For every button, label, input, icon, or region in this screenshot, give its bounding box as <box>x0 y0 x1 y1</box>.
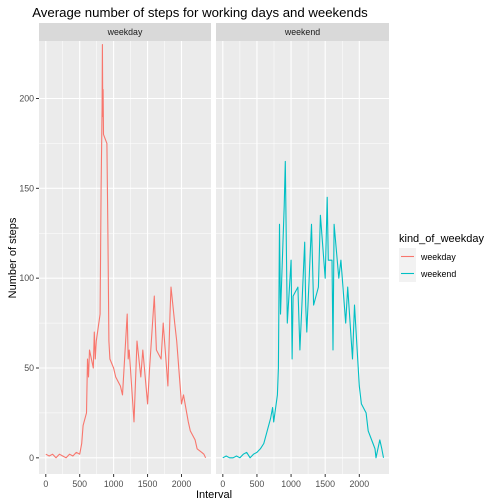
facet-weekday-series <box>45 44 207 459</box>
legend-items: weekday weekend <box>399 248 456 282</box>
facet-weekend-panel <box>216 41 389 474</box>
y-tick-label: 50 <box>24 363 34 373</box>
x-axis-weekend: 0 500 1000 1500 2000 <box>220 474 369 489</box>
y-axis-title: Number of steps <box>7 217 19 298</box>
y-tick-label: 150 <box>19 183 34 193</box>
x-tick-label: 2000 <box>172 479 192 489</box>
facet-weekend-strip-label: weekend <box>284 27 320 37</box>
facet-weekday-strip <box>39 23 211 41</box>
y-axis: 0 50 100 150 200 <box>19 93 39 463</box>
facet-weekday: weekday <box>39 23 211 474</box>
x-axis-weekday: 0 500 1000 1500 2000 <box>43 474 191 489</box>
x-axis-title: Interval <box>196 489 232 501</box>
legend: kind_of_weekday weekday weekend <box>399 233 485 282</box>
x-tick-label: 500 <box>250 479 265 489</box>
x-tick-label: 1000 <box>281 479 301 489</box>
facet-weekday-panel <box>39 41 211 474</box>
chart-title: Average number of steps for working days… <box>32 5 368 20</box>
x-tick-label: 0 <box>43 479 48 489</box>
x-tick-label: 0 <box>220 479 225 489</box>
x-tick-label: 1500 <box>138 479 158 489</box>
legend-title: kind_of_weekday <box>399 233 485 245</box>
series-line-weekend <box>222 160 385 459</box>
facet-weekend-series <box>222 160 385 459</box>
facet-weekday-grid <box>39 41 211 474</box>
x-tick-label: 1500 <box>315 479 335 489</box>
y-tick-label: 0 <box>29 453 34 463</box>
x-tick-label: 500 <box>72 479 87 489</box>
y-tick-label: 200 <box>19 93 34 103</box>
series-line-weekday <box>45 44 207 459</box>
x-tick-label: 1000 <box>104 479 124 489</box>
facet-weekend-strip <box>216 23 389 41</box>
facet-weekend: weekend <box>216 23 389 474</box>
facet-weekday-strip-label: weekday <box>107 27 143 37</box>
x-tick-label: 2000 <box>350 479 370 489</box>
legend-label-weekday: weekday <box>420 252 456 262</box>
legend-label-weekend: weekend <box>420 269 456 279</box>
y-tick-label: 100 <box>19 273 34 283</box>
